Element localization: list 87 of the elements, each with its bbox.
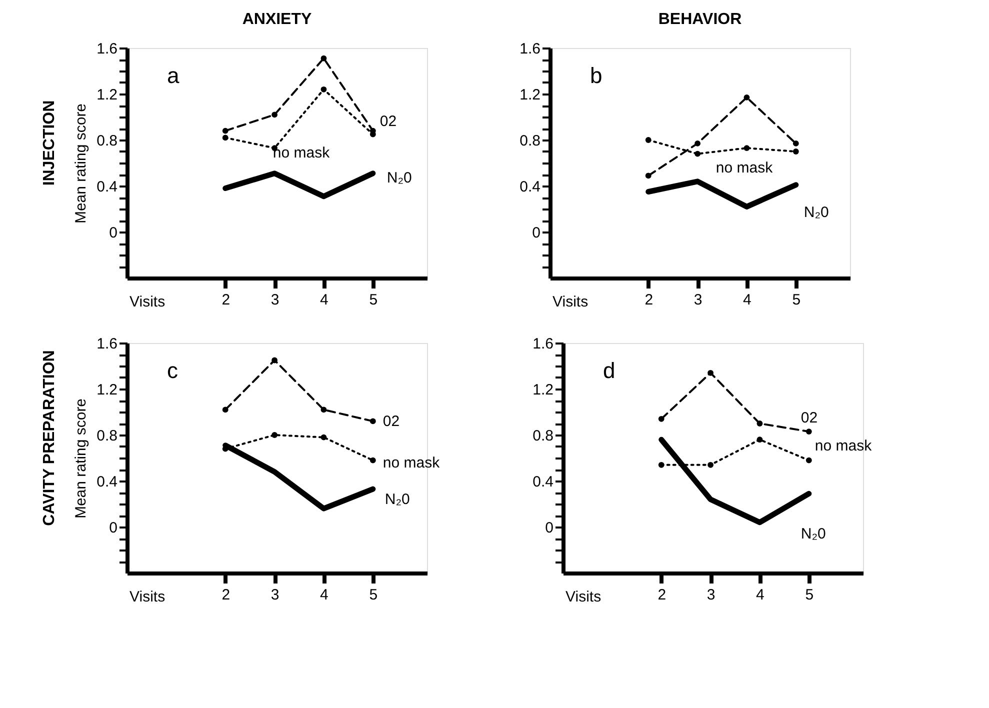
series-label: N₂0	[386, 169, 412, 186]
series-label: no mask	[272, 144, 330, 162]
point	[806, 428, 812, 434]
point	[658, 416, 664, 422]
point	[756, 420, 763, 426]
annotation: d	[603, 358, 616, 383]
text: 02	[380, 112, 397, 130]
text: INJECTION	[41, 100, 58, 186]
y-tick-label: 0.8	[532, 428, 554, 444]
y-tick-label: 1.6	[96, 40, 118, 58]
x-tick-label: 3	[270, 586, 280, 604]
y-tick-label: 0.4	[96, 474, 118, 490]
annotation: b	[590, 63, 602, 88]
point	[645, 137, 652, 143]
point	[222, 406, 228, 413]
y-tick-label: 0	[109, 520, 118, 536]
y-tick-label: 1.6	[96, 336, 118, 352]
point	[708, 370, 714, 376]
series-label: 02	[800, 410, 818, 427]
x-tick-label: 4	[320, 292, 328, 308]
series-label: N₂0	[800, 526, 826, 543]
point	[645, 172, 652, 179]
x-tick-label: 5	[369, 292, 378, 308]
point	[744, 94, 750, 100]
y-tick-label: 0	[109, 224, 118, 242]
x-axis-title: Visits	[130, 588, 166, 606]
point	[272, 432, 278, 438]
annotation: c	[167, 358, 178, 383]
y-tick-label: 1.2	[96, 382, 118, 398]
x-tick-label: 4	[756, 586, 764, 604]
series-label: no mask	[814, 437, 872, 454]
point	[694, 150, 700, 157]
x-axis-title: Visits	[552, 294, 588, 310]
x-tick-label: 2	[644, 292, 654, 308]
y-axis-title: Mean rating score	[72, 103, 90, 224]
point	[658, 462, 664, 468]
series-label: no mask	[382, 454, 440, 472]
y-tick-label: 0	[545, 520, 554, 536]
x-tick-label: 5	[805, 586, 814, 604]
series-label: N₂0	[384, 491, 410, 508]
point	[272, 357, 278, 364]
chart-title: BEHAVIOR	[658, 11, 742, 28]
x-tick-label: 2	[658, 586, 666, 604]
point	[272, 112, 278, 118]
point	[320, 406, 327, 413]
point	[694, 140, 700, 146]
y-tick-label: 0	[532, 224, 540, 242]
series-label: N₂0	[804, 204, 829, 221]
y-tick-label: 0.4	[96, 178, 118, 196]
x-tick-label: 3	[270, 292, 280, 308]
point	[806, 457, 812, 464]
x-tick-label: 4	[743, 292, 752, 308]
y-tick-label: 1.2	[96, 86, 118, 104]
point	[792, 148, 799, 154]
x-tick-label: 2	[222, 586, 230, 604]
y-tick-label: 0.4	[532, 474, 554, 490]
point	[744, 145, 750, 151]
y-tick-label: 0.8	[520, 132, 540, 150]
point	[756, 436, 763, 443]
x-tick-label: 3	[694, 292, 702, 308]
series-label: no mask	[716, 160, 774, 176]
legend-label: 02	[382, 413, 400, 430]
x-axis-title: Visits	[566, 588, 602, 606]
y-tick-label: 1.2	[532, 382, 554, 398]
point	[320, 434, 327, 440]
chart-title: ANXIETY	[242, 11, 312, 28]
y-tick-label: 0.4	[520, 178, 540, 196]
point	[792, 140, 799, 146]
point	[320, 55, 327, 62]
y-tick-label: 0.8	[96, 132, 118, 150]
x-tick-label: 5	[369, 586, 378, 604]
x-tick-label: 2	[222, 292, 230, 308]
x-tick-label: 3	[706, 586, 716, 604]
x-tick-label: 5	[792, 292, 801, 308]
text: CAVITY PREPARATION	[41, 350, 58, 526]
y-tick-label: 1.6	[520, 40, 540, 58]
y-tick-label: 1.6	[532, 336, 554, 352]
annotation: a	[167, 63, 180, 88]
point	[320, 86, 327, 92]
point	[708, 462, 714, 468]
point	[222, 134, 228, 141]
y-tick-label: 1.2	[520, 86, 540, 104]
point	[222, 128, 228, 134]
y-axis-title: Mean rating score	[72, 398, 90, 519]
y-tick-label: 0.8	[96, 428, 118, 444]
x-axis-title: Visits	[130, 294, 166, 310]
x-tick-label: 4	[320, 586, 328, 604]
